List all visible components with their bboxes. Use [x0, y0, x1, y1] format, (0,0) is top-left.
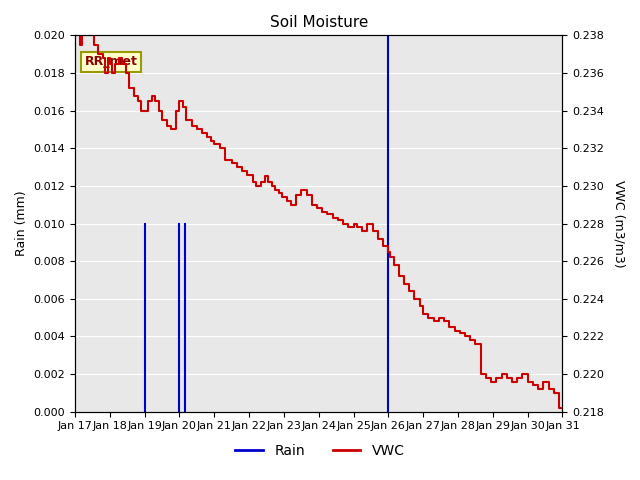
Text: RR_met: RR_met [84, 56, 138, 69]
Title: Soil Moisture: Soil Moisture [269, 15, 368, 30]
Y-axis label: VWC (m3/m3): VWC (m3/m3) [612, 180, 625, 267]
Legend: Rain, VWC: Rain, VWC [230, 438, 410, 464]
Y-axis label: Rain (mm): Rain (mm) [15, 191, 28, 256]
